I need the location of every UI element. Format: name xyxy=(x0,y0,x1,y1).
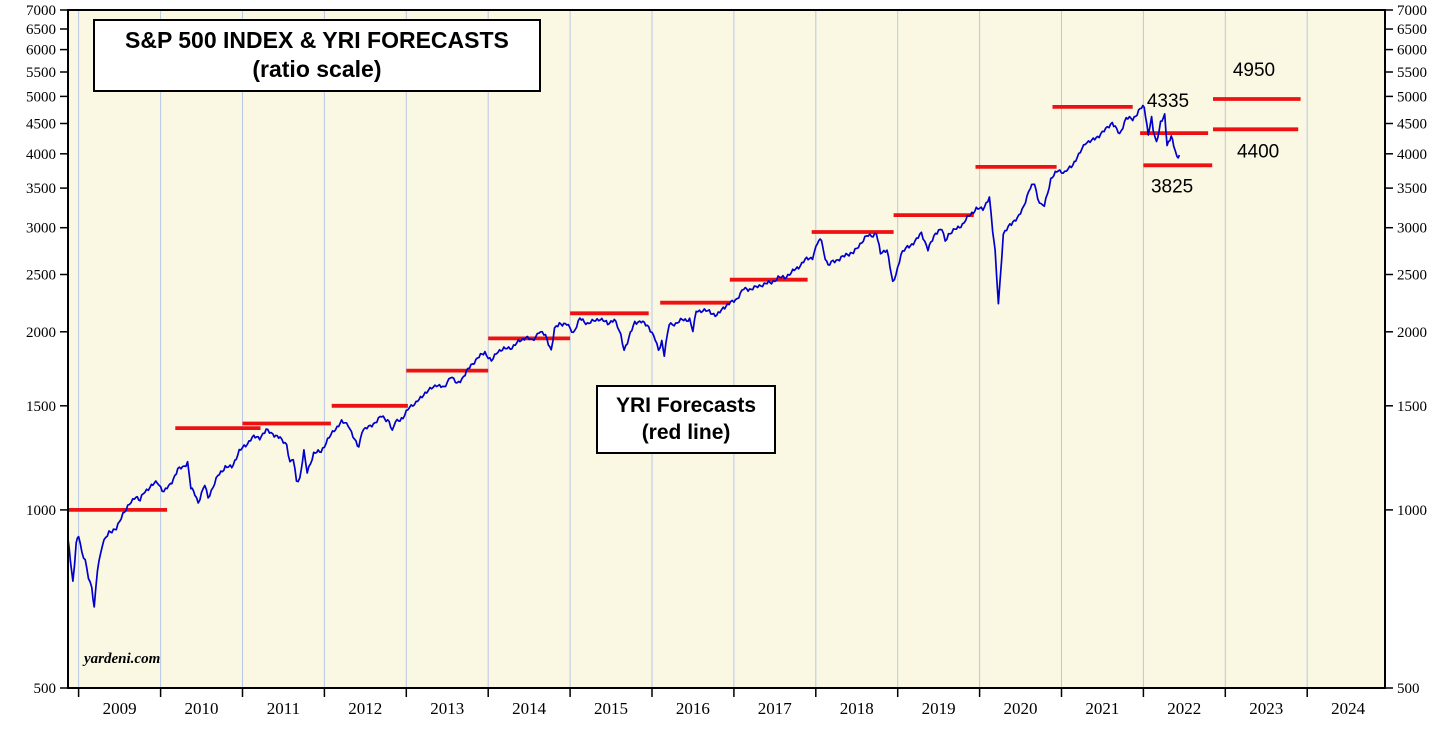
x-tick-label: 2012 xyxy=(348,699,382,718)
forecast-legend-box: YRI Forecasts (red line) xyxy=(596,385,777,454)
x-tick-label: 2020 xyxy=(1004,699,1038,718)
y-tick-label: 1000 xyxy=(26,503,56,519)
x-tick-label: 2022 xyxy=(1167,699,1201,718)
y-tick-label: 1500 xyxy=(1397,399,1427,415)
x-tick-label: 2021 xyxy=(1085,699,1119,718)
annotation-label: 3825 xyxy=(1151,176,1193,197)
chart-title-line1: S&P 500 INDEX & YRI FORECASTS xyxy=(125,27,509,53)
x-tick-label: 2016 xyxy=(676,699,710,718)
y-tick-label: 5500 xyxy=(1397,65,1427,81)
x-tick-label: 2013 xyxy=(430,699,464,718)
forecast-legend-line1: YRI Forecasts xyxy=(616,394,757,417)
y-tick-label: 500 xyxy=(1397,681,1420,697)
forecast-legend-line2: (red line) xyxy=(641,421,731,445)
y-tick-label: 2000 xyxy=(26,325,56,341)
y-tick-label: 3500 xyxy=(1397,181,1427,197)
plot-border xyxy=(67,9,1386,689)
y-tick-label: 4000 xyxy=(26,147,56,163)
y-tick-label: 4500 xyxy=(1397,117,1427,133)
y-tick-label: 3000 xyxy=(26,221,56,237)
annotation-label: 4335 xyxy=(1147,91,1189,112)
y-tick-label: 6500 xyxy=(26,22,56,38)
y-tick-label: 5500 xyxy=(26,65,56,81)
y-tick-label: 1000 xyxy=(1397,503,1427,519)
x-tick-label: 2024 xyxy=(1331,699,1366,718)
x-tick-label: 2014 xyxy=(512,699,547,718)
x-tick-label: 2018 xyxy=(840,699,874,718)
y-tick-label: 4500 xyxy=(26,117,56,133)
y-tick-label: 1500 xyxy=(26,399,56,415)
y-tick-label: 5000 xyxy=(1397,89,1427,105)
x-tick-label: 2023 xyxy=(1249,699,1283,718)
y-tick-label: 6000 xyxy=(1397,43,1427,59)
y-tick-label: 2500 xyxy=(1397,268,1427,284)
index-line xyxy=(67,104,1181,608)
annotation-label: 4400 xyxy=(1237,141,1279,162)
chart-title-box: S&P 500 INDEX & YRI FORECASTS (ratio sca… xyxy=(93,19,541,92)
x-tick-label: 2010 xyxy=(185,699,219,718)
y-tick-label: 3500 xyxy=(26,181,56,197)
y-tick-label: 500 xyxy=(34,681,57,697)
y-tick-label: 2000 xyxy=(1397,325,1427,341)
x-tick-label: 2015 xyxy=(594,699,628,718)
y-tick-label: 7000 xyxy=(1397,3,1427,19)
y-tick-label: 5000 xyxy=(26,89,56,105)
x-tick-label: 2009 xyxy=(103,699,137,718)
source-credit: yardeni.com xyxy=(84,651,161,667)
x-tick-label: 2017 xyxy=(758,699,793,718)
y-tick-label: 6000 xyxy=(26,43,56,59)
annotation-label: 4950 xyxy=(1233,60,1275,81)
y-tick-label: 4000 xyxy=(1397,147,1427,163)
y-tick-label: 3000 xyxy=(1397,221,1427,237)
x-tick-label: 2019 xyxy=(922,699,956,718)
y-tick-label: 2500 xyxy=(26,268,56,284)
chart-title-line2: (ratio scale) xyxy=(252,56,382,83)
y-tick-label: 6500 xyxy=(1397,22,1427,38)
y-tick-label: 7000 xyxy=(26,3,56,19)
x-tick-label: 2011 xyxy=(267,699,300,718)
